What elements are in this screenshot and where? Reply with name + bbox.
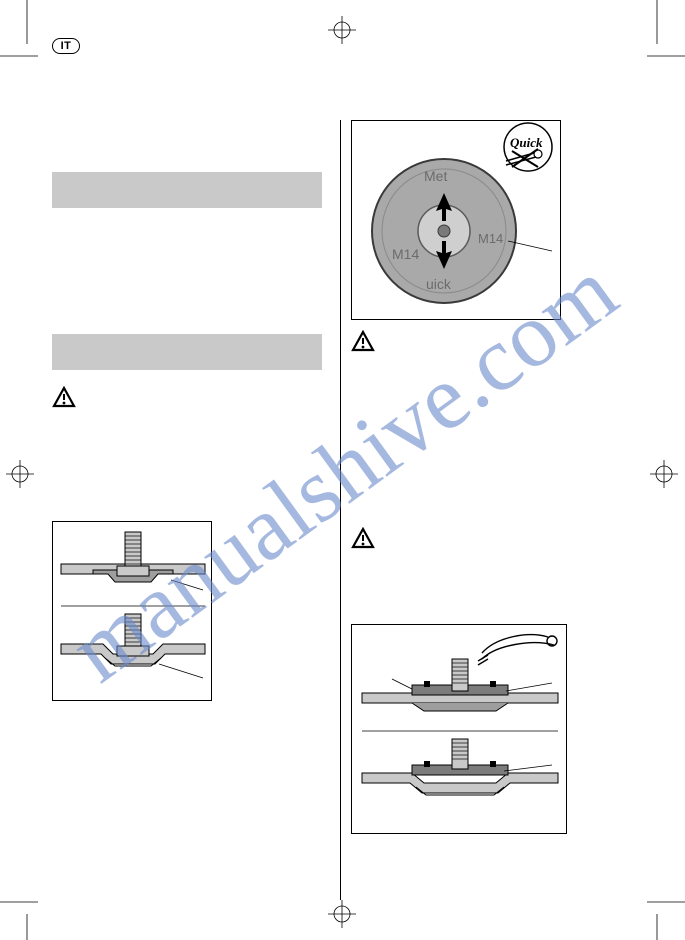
language-badge: IT [52, 38, 80, 54]
right-column: Met M14 M14 uick Quick [340, 120, 628, 900]
figure-pin-spanner [351, 624, 567, 834]
left-column [52, 120, 340, 900]
svg-text:Quick: Quick [510, 135, 543, 150]
figure-quick-nut: Met M14 M14 uick Quick [351, 120, 561, 320]
heading-bar-2 [52, 334, 322, 370]
svg-text:M14: M14 [478, 231, 503, 246]
figure-flange-mounting [52, 521, 212, 701]
svg-text:uick: uick [426, 276, 452, 292]
svg-text:M14: M14 [392, 246, 419, 262]
warning-icon [351, 330, 375, 352]
content-columns: Met M14 M14 uick Quick [52, 120, 632, 900]
svg-text:Met: Met [424, 168, 447, 184]
warning-icon [52, 386, 76, 408]
heading-bar-1 [52, 172, 322, 208]
warning-icon [351, 527, 375, 549]
